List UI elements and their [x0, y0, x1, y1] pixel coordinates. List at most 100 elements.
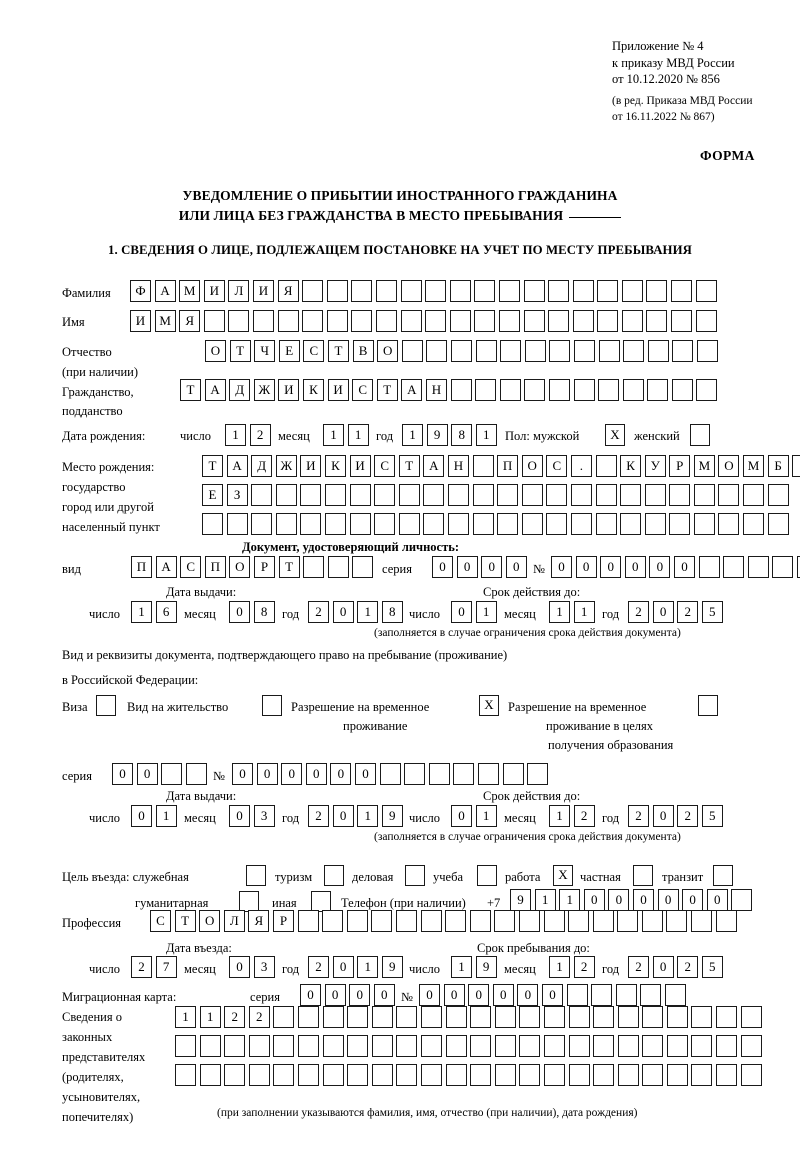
char-cell[interactable]: 1	[534, 889, 556, 911]
temp-residence-edu-checkbox[interactable]	[698, 695, 718, 716]
char-cell[interactable]: 0	[682, 889, 704, 911]
char-cell[interactable]: 0	[673, 556, 695, 578]
char-cell[interactable]: 0	[332, 601, 354, 623]
char-cell[interactable]	[518, 910, 540, 932]
char-cell[interactable]: 2	[677, 956, 699, 978]
char-cell[interactable]: Ч	[254, 340, 276, 362]
char-cell[interactable]: О	[205, 340, 226, 362]
char-cell[interactable]	[546, 513, 568, 535]
char-cell[interactable]: 2	[573, 956, 595, 978]
char-cell[interactable]: 1	[475, 601, 497, 623]
char-cell[interactable]: С	[546, 455, 568, 477]
char-cell[interactable]: С	[352, 379, 374, 401]
char-cell[interactable]: 5	[701, 956, 723, 978]
char-cell[interactable]: Я	[277, 280, 299, 302]
char-cell[interactable]	[273, 1006, 295, 1028]
char-cell[interactable]	[494, 910, 516, 932]
char-cell[interactable]	[792, 455, 800, 477]
char-cell[interactable]	[666, 910, 688, 932]
char-cell[interactable]	[161, 763, 183, 785]
residence-permit-checkbox[interactable]	[262, 695, 282, 716]
char-cell[interactable]	[425, 310, 447, 332]
char-cell[interactable]	[494, 1064, 516, 1086]
char-cell[interactable]	[499, 379, 521, 401]
char-cell[interactable]: 0	[652, 956, 674, 978]
char-cell[interactable]	[669, 484, 691, 506]
char-cell[interactable]: С	[150, 910, 171, 932]
char-cell[interactable]: 2	[628, 956, 649, 978]
char-cell[interactable]	[691, 1006, 713, 1028]
char-cell[interactable]: 2	[224, 1006, 246, 1028]
char-cell[interactable]: 1	[347, 424, 369, 446]
char-cell[interactable]: В	[352, 340, 374, 362]
char-cell[interactable]	[617, 910, 639, 932]
char-cell[interactable]: 0	[349, 984, 371, 1006]
char-cell[interactable]: И	[203, 280, 225, 302]
char-cell[interactable]: 1	[451, 956, 472, 978]
char-cell[interactable]	[573, 379, 595, 401]
char-cell[interactable]: С	[303, 340, 325, 362]
purpose-work-checkbox[interactable]: X	[553, 865, 573, 886]
char-cell[interactable]	[723, 556, 745, 578]
char-cell[interactable]	[398, 513, 420, 535]
char-cell[interactable]	[322, 1035, 344, 1057]
char-cell[interactable]	[199, 1035, 221, 1057]
char-cell[interactable]	[497, 484, 519, 506]
char-cell[interactable]: 8	[381, 601, 403, 623]
char-cell[interactable]	[672, 340, 694, 362]
char-cell[interactable]	[450, 379, 472, 401]
char-cell[interactable]: 2	[248, 1006, 270, 1028]
char-cell[interactable]	[203, 310, 225, 332]
char-cell[interactable]	[275, 513, 297, 535]
char-cell[interactable]	[470, 1064, 492, 1086]
char-cell[interactable]	[300, 484, 322, 506]
char-cell[interactable]	[597, 280, 619, 302]
char-cell[interactable]	[747, 556, 769, 578]
char-cell[interactable]: А	[154, 280, 176, 302]
char-cell[interactable]: 0	[583, 889, 605, 911]
char-cell[interactable]	[375, 280, 397, 302]
char-cell[interactable]: 2	[628, 805, 649, 827]
char-cell[interactable]	[445, 910, 467, 932]
char-cell[interactable]: 0	[131, 805, 152, 827]
char-cell[interactable]	[691, 910, 713, 932]
sex-female-checkbox[interactable]	[690, 424, 710, 446]
char-cell[interactable]: И	[130, 310, 151, 332]
char-cell[interactable]	[400, 280, 422, 302]
char-cell[interactable]	[644, 484, 666, 506]
char-cell[interactable]: Л	[228, 280, 250, 302]
char-cell[interactable]: О	[199, 910, 221, 932]
char-cell[interactable]	[324, 513, 346, 535]
char-cell[interactable]	[453, 763, 475, 785]
char-cell[interactable]: 0	[305, 763, 327, 785]
char-cell[interactable]	[597, 310, 619, 332]
char-cell[interactable]	[297, 1064, 319, 1086]
char-cell[interactable]: 0	[505, 556, 527, 578]
char-cell[interactable]	[379, 763, 401, 785]
char-cell[interactable]	[718, 513, 740, 535]
char-cell[interactable]	[592, 910, 614, 932]
char-cell[interactable]	[621, 310, 643, 332]
char-cell[interactable]	[494, 1035, 516, 1057]
char-cell[interactable]: П	[497, 455, 519, 477]
char-cell[interactable]	[423, 484, 445, 506]
purpose-transit-checkbox[interactable]	[713, 865, 733, 886]
char-cell[interactable]	[275, 484, 297, 506]
char-cell[interactable]: М	[693, 455, 715, 477]
char-cell[interactable]	[185, 763, 207, 785]
char-cell[interactable]	[519, 1064, 541, 1086]
char-cell[interactable]	[568, 910, 590, 932]
char-cell[interactable]	[740, 1035, 762, 1057]
char-cell[interactable]	[666, 1006, 688, 1028]
char-cell[interactable]	[570, 484, 592, 506]
char-cell[interactable]: К	[620, 455, 642, 477]
char-cell[interactable]	[671, 280, 693, 302]
char-cell[interactable]	[497, 513, 519, 535]
char-cell[interactable]	[300, 513, 322, 535]
